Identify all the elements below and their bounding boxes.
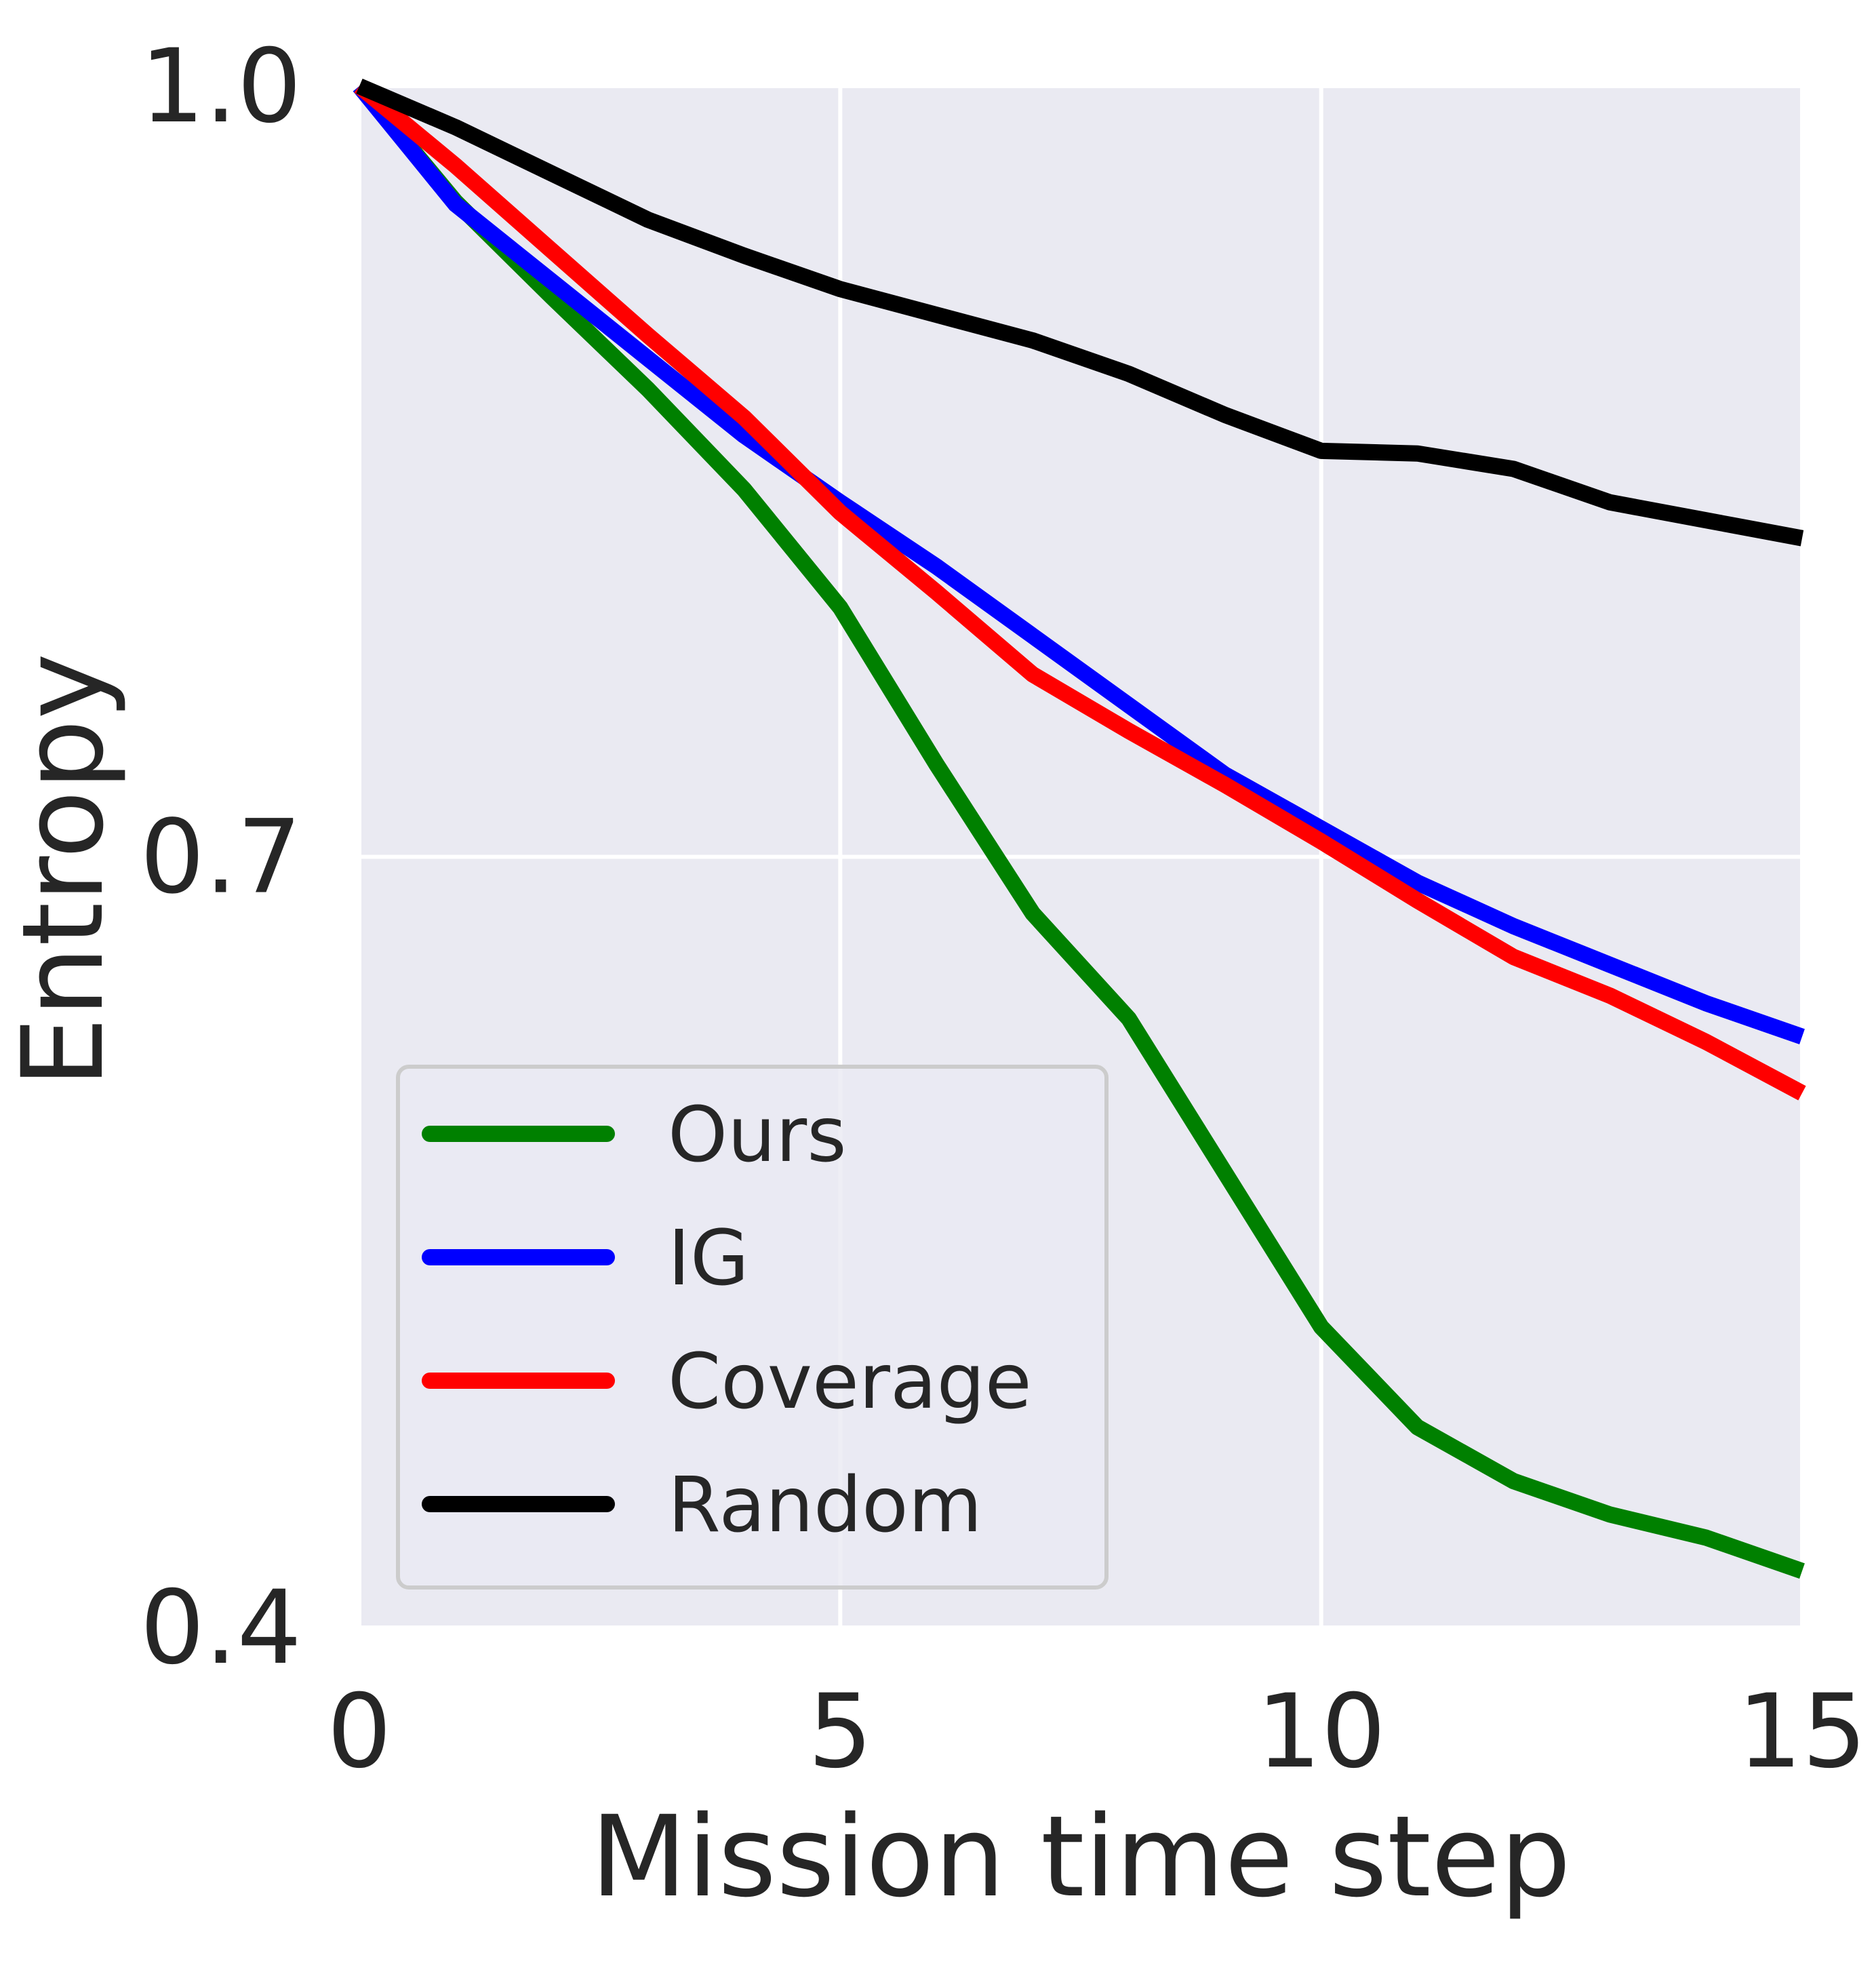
x-tick-label: 5 bbox=[808, 1673, 873, 1791]
series-line-random bbox=[356, 78, 1804, 547]
legend-box bbox=[396, 1065, 1109, 1590]
legend-label-coverage: Coverage bbox=[668, 1338, 1032, 1426]
legend-label-random: Random bbox=[668, 1461, 982, 1550]
legend: Ours IG Coverage Random bbox=[396, 1065, 1109, 1590]
y-tick-label: 1.0 bbox=[140, 28, 302, 146]
y-tick-label: 0.4 bbox=[140, 1569, 302, 1687]
x-tick-label: 10 bbox=[1256, 1673, 1386, 1791]
legend-label-ig: IG bbox=[668, 1215, 749, 1303]
x-tick-label: 0 bbox=[327, 1673, 391, 1791]
series-line-ours bbox=[353, 81, 1805, 1579]
legend-label-ours: Ours bbox=[668, 1091, 847, 1179]
y-tick-label: 0.7 bbox=[140, 799, 302, 917]
series-lines bbox=[353, 78, 1806, 1579]
x-tick-label: 15 bbox=[1738, 1673, 1867, 1791]
series-line-coverage bbox=[354, 79, 1806, 1101]
grid-lines bbox=[357, 84, 1804, 1630]
tick-labels: 0 5 10 15 1.0 0.7 0.4 bbox=[140, 28, 1867, 1791]
y-axis-label: Entropy bbox=[0, 653, 128, 1088]
x-axis-label: Mission time step bbox=[591, 1792, 1571, 1922]
series-line-ig bbox=[353, 81, 1805, 1045]
